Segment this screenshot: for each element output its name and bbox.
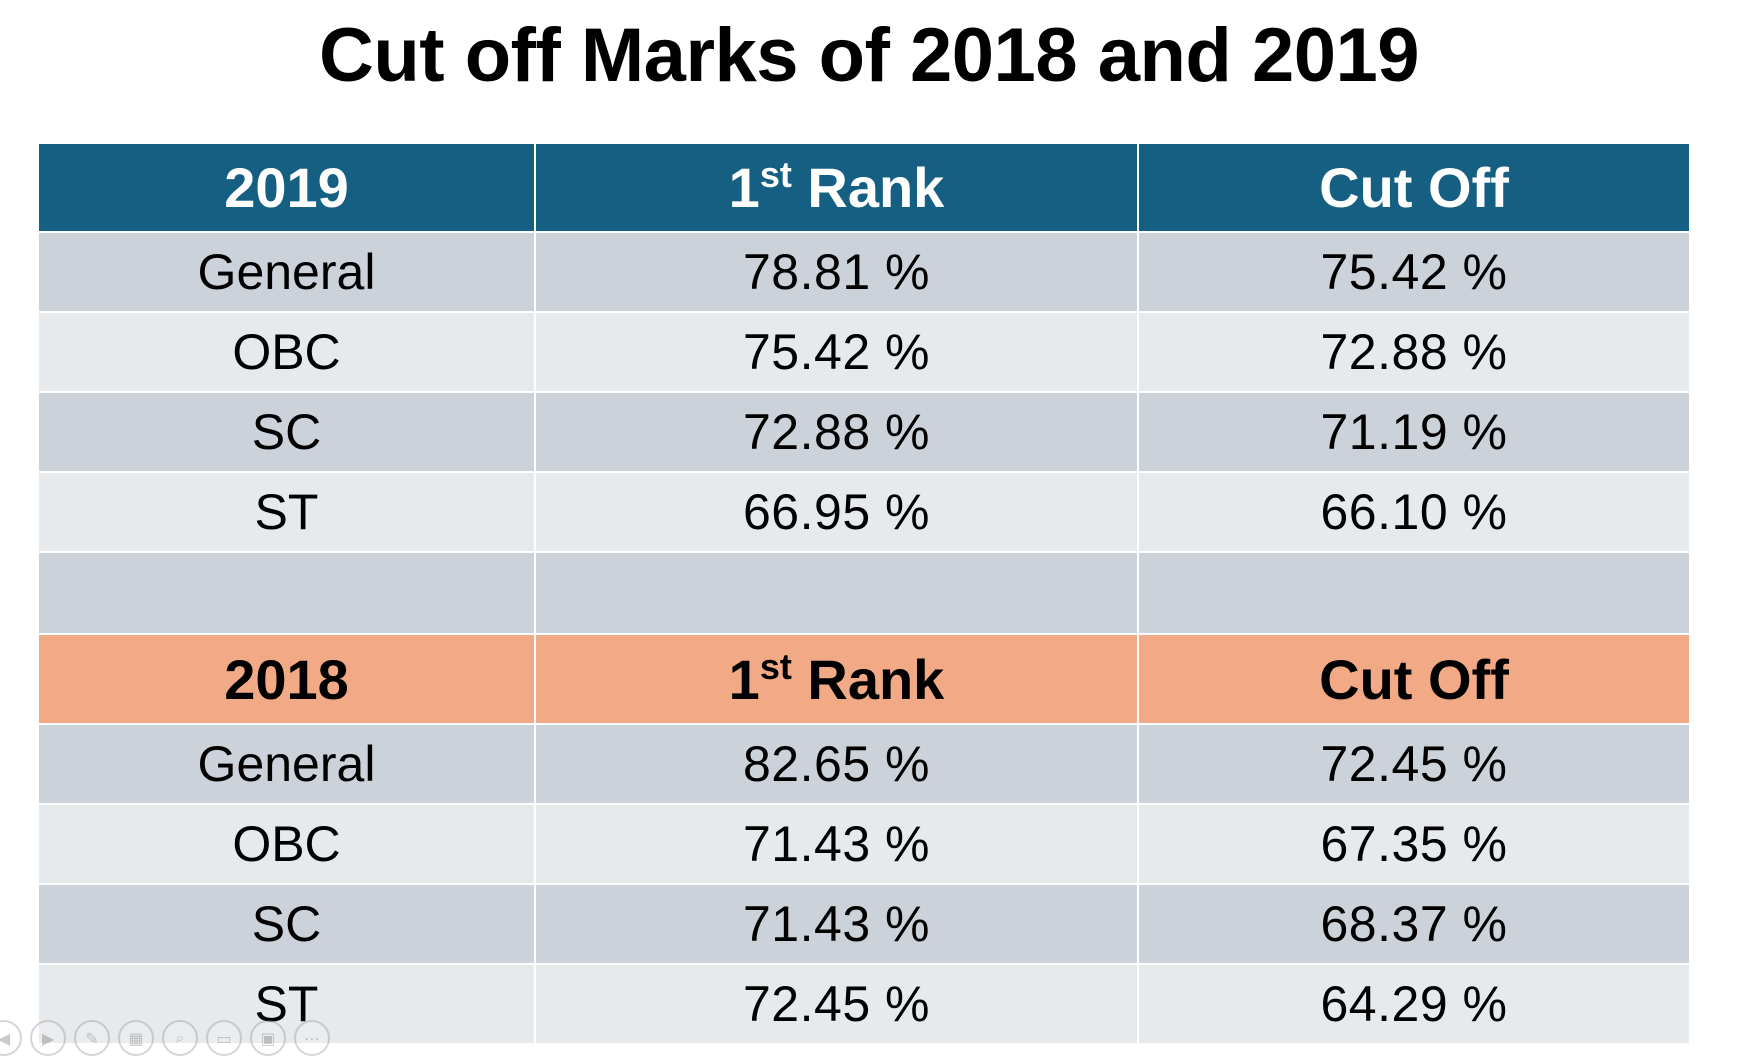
camera-icon[interactable]: ▣ <box>250 1020 286 1056</box>
header-first-rank: 1st Rank <box>534 144 1139 233</box>
cut-off-cell: 66.10 % <box>1137 471 1691 553</box>
category-cell: General <box>37 723 536 805</box>
previous-icon[interactable]: ◀ <box>0 1020 22 1056</box>
table-header-2018: 2018 1st Rank Cut Off <box>37 633 1691 725</box>
cut-off-cell: 67.35 % <box>1137 803 1691 885</box>
more-options-icon[interactable]: ⋯ <box>294 1020 330 1056</box>
next-icon[interactable]: ▶ <box>30 1020 66 1056</box>
table-header-2019: 2019 1st Rank Cut Off <box>37 144 1691 233</box>
spacer-cell <box>1137 551 1691 635</box>
first-rank-cell: 72.88 % <box>534 391 1139 473</box>
cut-off-cell: 72.88 % <box>1137 311 1691 393</box>
first-rank-cell: 82.65 % <box>534 723 1139 805</box>
category-cell: ST <box>37 471 536 553</box>
category-cell: OBC <box>37 803 536 885</box>
header-cut-off: Cut Off <box>1137 144 1691 233</box>
first-rank-cell: 72.45 % <box>534 963 1139 1045</box>
header-year: 2018 <box>37 633 536 725</box>
first-rank-cell: 78.81 % <box>534 231 1139 313</box>
cut-off-cell: 75.42 % <box>1137 231 1691 313</box>
first-rank-cell: 66.95 % <box>534 471 1139 553</box>
first-rank-cell: 71.43 % <box>534 803 1139 885</box>
table-row: General 82.65 % 72.45 % <box>37 723 1691 805</box>
category-cell: General <box>37 231 536 313</box>
table-row: SC 71.43 % 68.37 % <box>37 883 1691 965</box>
first-rank-cell: 71.43 % <box>534 883 1139 965</box>
cut-off-cell: 71.19 % <box>1137 391 1691 473</box>
cut-off-cell: 72.45 % <box>1137 723 1691 805</box>
slideshow-toolbar: ◀ ▶ ✎ ▦ ⌕ ▭ ▣ ⋯ <box>0 1020 330 1060</box>
category-cell: SC <box>37 391 536 473</box>
spacer-cell <box>534 551 1139 635</box>
pen-icon[interactable]: ✎ <box>74 1020 110 1056</box>
category-cell: SC <box>37 883 536 965</box>
cutoff-table: 2019 1st Rank Cut Off General 78.81 % 75… <box>37 144 1691 1045</box>
first-rank-cell: 75.42 % <box>534 311 1139 393</box>
slide-title: Cut off Marks of 2018 and 2019 <box>318 13 1420 98</box>
subtitles-icon[interactable]: ▭ <box>206 1020 242 1056</box>
table-row: OBC 71.43 % 67.35 % <box>37 803 1691 885</box>
see-all-slides-icon[interactable]: ▦ <box>118 1020 154 1056</box>
table-row: General 78.81 % 75.42 % <box>37 231 1691 313</box>
table-row: SC 72.88 % 71.19 % <box>37 391 1691 473</box>
cut-off-cell: 68.37 % <box>1137 883 1691 965</box>
table-row: ST 66.95 % 66.10 % <box>37 471 1691 553</box>
zoom-icon[interactable]: ⌕ <box>162 1020 198 1056</box>
spacer-row <box>37 551 1691 635</box>
header-year: 2019 <box>37 144 536 233</box>
category-cell: OBC <box>37 311 536 393</box>
header-cut-off: Cut Off <box>1137 633 1691 725</box>
header-first-rank: 1st Rank <box>534 633 1139 725</box>
cut-off-cell: 64.29 % <box>1137 963 1691 1045</box>
table-row: OBC 75.42 % 72.88 % <box>37 311 1691 393</box>
spacer-cell <box>37 551 536 635</box>
